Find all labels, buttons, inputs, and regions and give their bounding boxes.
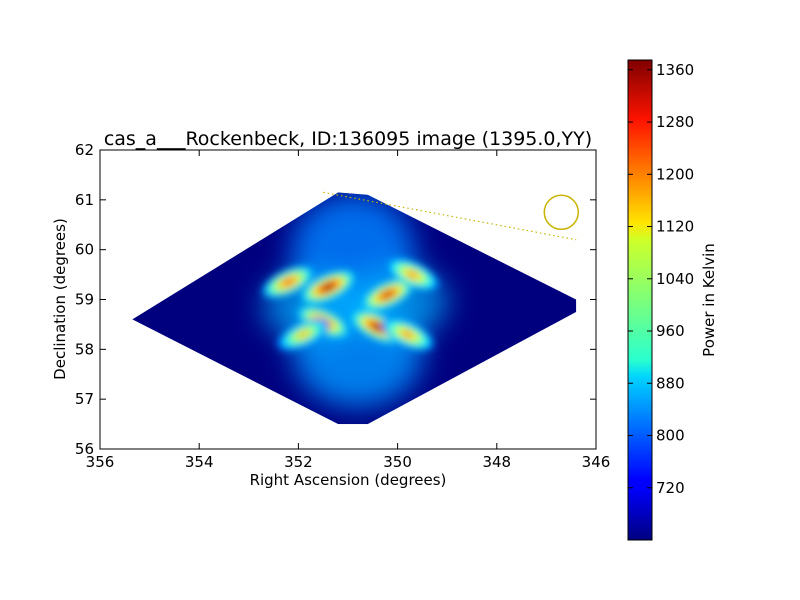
x-tick-label: 348 [482,453,511,471]
x-axis-ticks: 356 354 352 350 348 346 [86,150,611,471]
footprint-map [132,192,577,425]
colorbar-tick-label: 960 [656,322,685,340]
y-tick-label: 60 [75,241,94,259]
y-tick-label: 56 [75,440,94,458]
colorbar-tick-label: 1120 [656,218,694,236]
colorbar: 720 800 880 960 1040 1120 1200 1280 1360 Power i… [627,59,718,541]
x-tick-label: 354 [185,453,214,471]
colorbar-tick-label: 1200 [656,165,694,183]
colorbar-label: Power in Kelvin [700,243,718,357]
x-tick-label: 352 [284,453,313,471]
y-axis-label: Declination (degrees) [51,218,69,380]
hotspot-2 [361,278,414,311]
beam-circle [543,194,580,231]
y-tick-label: 59 [75,291,94,309]
colorbar-tick-label: 800 [656,427,685,445]
colorbar-tick-label: 880 [656,374,685,392]
colorbar-gradient [628,60,652,540]
y-tick-label: 57 [75,390,94,408]
chart-title: cas_a___Rockenbeck, ID:136095 image (139… [104,128,592,150]
x-tick-label: 350 [383,453,412,471]
colorbar-frame [627,59,653,541]
plot-area: 356 354 352 350 348 346 56 57 58 59 60 61 62 [75,141,610,471]
hotspot-7 [381,318,434,351]
hotspot-5 [386,258,439,291]
colorbar-tick-label: 1040 [656,270,694,288]
y-tick-label: 58 [75,340,94,358]
hotspot-4 [262,265,315,299]
colorbar-tick-label: 720 [656,479,685,497]
y-tick-label: 62 [75,141,94,159]
x-tick-label: 346 [582,453,611,471]
y-tick-label: 61 [75,191,94,209]
colorbar-ticks: 720 800 880 960 1040 1120 1200 1280 1360 [628,61,694,497]
emission-hotspots [262,258,439,351]
hotspot-0 [302,270,355,304]
colorbar-tick-label: 1360 [656,61,694,79]
y-axis-ticks: 56 57 58 59 60 61 62 [75,141,596,458]
hotspot-6 [277,318,330,351]
x-axis-label: Right Ascension (degrees) [250,471,447,489]
x-tick-label: 356 [86,453,115,471]
colorbar-tick-label: 1280 [656,113,694,131]
